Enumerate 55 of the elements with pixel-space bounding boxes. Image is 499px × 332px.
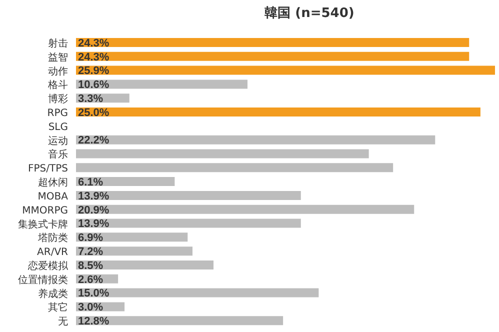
data-label: 13.9% <box>78 218 110 230</box>
data-label: 25.9% <box>78 65 110 78</box>
y-tick-label: 格斗 <box>47 79 68 92</box>
y-tick-label: RPG <box>47 108 68 120</box>
data-label: 13.9% <box>78 190 110 202</box>
bar <box>76 149 369 158</box>
bar <box>76 288 319 298</box>
y-tick-label: 音乐 <box>48 148 68 161</box>
y-tick-label: 集换式卡牌 <box>18 218 68 230</box>
y-tick-label: 其它 <box>48 302 68 314</box>
y-tick-label: 超休闲 <box>38 176 68 189</box>
y-tick-label: 恋爱模拟 <box>27 260 69 272</box>
y-tick-label: 位置情报类 <box>18 274 68 286</box>
data-label: 20.9% <box>78 204 110 216</box>
bar <box>76 38 470 47</box>
bar <box>76 163 394 172</box>
data-label: 24.3% <box>78 37 110 50</box>
bar <box>76 80 248 89</box>
bar <box>76 66 495 75</box>
y-tick-label: MOBA <box>38 191 68 202</box>
y-tick-label: 塔防类 <box>37 232 68 244</box>
data-label: 15.0% <box>78 288 110 300</box>
bar <box>76 190 301 200</box>
data-label: 24.3% <box>78 51 110 64</box>
y-tick-label: 运动 <box>48 134 68 147</box>
y-tick-label: SLG <box>48 122 68 133</box>
data-label: 10.6% <box>78 79 110 92</box>
bar <box>76 52 470 61</box>
data-label: 6.1% <box>78 176 104 188</box>
y-tick-label: 养成类 <box>38 288 68 300</box>
data-label: 3.3% <box>78 93 104 106</box>
y-tick-label: 射击 <box>48 38 68 50</box>
bar <box>76 316 284 326</box>
data-label: 6.9% <box>78 232 104 244</box>
chart-title: 韓国 (n=540) <box>264 5 356 22</box>
y-tick-label: MMORPG <box>22 205 68 216</box>
bar <box>76 135 436 144</box>
bar <box>76 218 301 228</box>
data-label: 22.2% <box>78 134 110 147</box>
y-tick-label: 益智 <box>48 51 68 64</box>
data-label: 12.8% <box>78 316 110 328</box>
y-tick-label: AR/VR <box>37 247 68 258</box>
data-label: 25.0% <box>78 106 110 119</box>
y-tick-label: 无 <box>58 316 68 328</box>
y-tick-label: 动作 <box>48 66 68 78</box>
data-label: 8.5% <box>78 260 104 272</box>
data-label: 3.0% <box>78 302 104 314</box>
data-label: 2.6% <box>78 274 104 286</box>
bar <box>76 204 414 214</box>
y-tick-label: 博彩 <box>48 93 68 106</box>
bar <box>76 246 192 256</box>
y-tick-label: FPS/TPS <box>28 164 68 175</box>
bar <box>76 260 214 270</box>
data-label: 7.2% <box>78 246 104 258</box>
bar <box>76 108 480 117</box>
